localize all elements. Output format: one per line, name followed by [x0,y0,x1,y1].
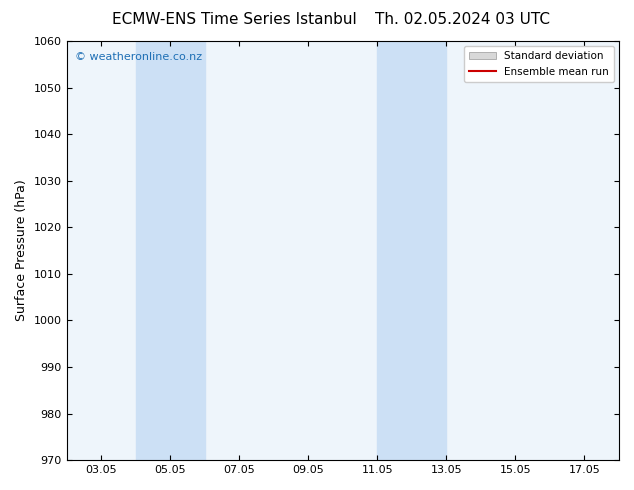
Bar [377,41,446,460]
Text: Th. 02.05.2024 03 UTC: Th. 02.05.2024 03 UTC [375,12,550,27]
Text: © weatheronline.co.nz: © weatheronline.co.nz [75,51,202,62]
Text: ECMW-ENS Time Series Istanbul: ECMW-ENS Time Series Istanbul [112,12,357,27]
Y-axis label: Surface Pressure (hPa): Surface Pressure (hPa) [15,180,28,321]
Legend: Standard deviation, Ensemble mean run: Standard deviation, Ensemble mean run [464,46,614,82]
Bar [136,41,205,460]
